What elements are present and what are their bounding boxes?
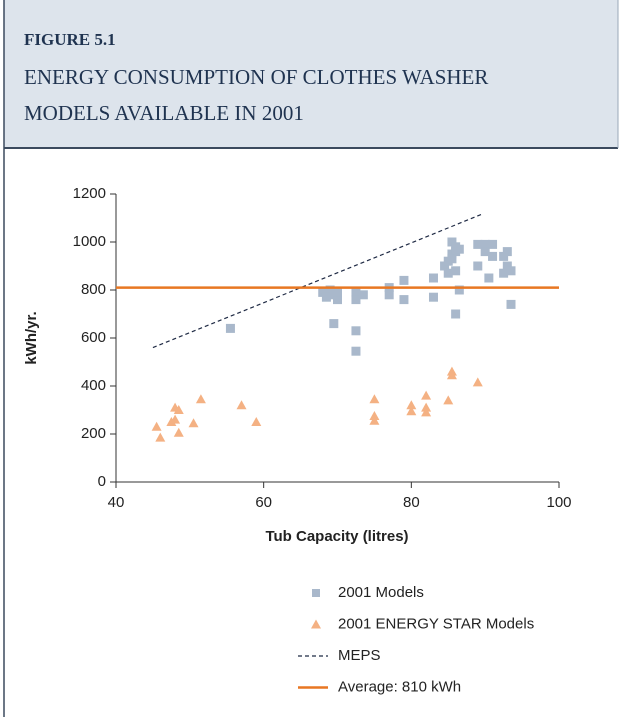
triangle-point (406, 406, 417, 416)
square-point (447, 254, 457, 264)
y-axis-label: kWh/yr. (23, 311, 40, 364)
square-point (473, 261, 483, 271)
x-tick-label: 80 (403, 494, 420, 511)
square-point (333, 295, 342, 305)
square-point (325, 285, 335, 295)
square-point (488, 239, 498, 249)
legend-marker (312, 589, 320, 597)
triangle-point (369, 394, 380, 404)
square-point (358, 290, 368, 300)
header-background (4, 0, 618, 148)
triangle-point (170, 414, 181, 424)
square-point (502, 261, 512, 271)
square-point (506, 266, 516, 276)
triangle-point (195, 394, 206, 404)
triangle-point (251, 417, 262, 426)
square-point (351, 346, 361, 356)
square-point (499, 268, 509, 278)
square-point (428, 273, 438, 283)
square-point (384, 290, 394, 300)
square-point (399, 275, 409, 285)
triangle-point (421, 407, 432, 417)
square-point (506, 299, 516, 309)
x-axis-label: Tub Capacity (litres) (265, 528, 408, 545)
square-point (488, 251, 498, 261)
square-point (329, 319, 339, 329)
y-tick-label: 1000 (73, 233, 106, 250)
square-point (484, 273, 494, 283)
square-point (440, 261, 450, 271)
y-tick-label: 600 (81, 329, 106, 346)
square-point (351, 326, 361, 336)
square-point (451, 309, 461, 319)
triangle-point (173, 405, 184, 414)
legend-label: 2001 ENERGY STAR Models (338, 615, 534, 632)
square-point (499, 251, 509, 261)
triangle-point (421, 390, 432, 400)
x-tick-label: 60 (255, 494, 272, 511)
series-line (152, 213, 482, 349)
square-point (480, 247, 490, 257)
square-point (351, 295, 361, 305)
square-point (447, 237, 457, 247)
square-point (321, 292, 331, 302)
square-point (225, 323, 235, 333)
triangle-point (406, 400, 417, 410)
triangle-point (369, 415, 380, 425)
legend-marker (311, 619, 321, 629)
triangle-point (155, 432, 166, 442)
triangle-point (421, 402, 432, 412)
figure-title: ENERGY CONSUMPTION OF CLOTHES WASHER (24, 65, 488, 89)
y-tick-label: 200 (81, 425, 106, 442)
legend-label: Average: 810 kWh (338, 678, 461, 695)
x-tick-label: 100 (546, 494, 571, 511)
square-point (399, 295, 409, 305)
square-point (454, 244, 464, 254)
square-point (480, 239, 490, 249)
legend-label: MEPS (338, 647, 381, 664)
y-tick-label: 400 (81, 377, 106, 394)
figure-title: MODELS AVAILABLE IN 2001 (24, 101, 304, 125)
y-tick-label: 800 (81, 281, 106, 298)
triangle-point (443, 395, 454, 405)
triangle-point (188, 418, 199, 428)
legend-label: 2001 Models (338, 584, 424, 601)
square-point (454, 285, 464, 295)
triangle-point (236, 400, 247, 410)
square-point (451, 266, 461, 276)
triangle-point (151, 421, 162, 431)
triangle-point (446, 370, 457, 380)
square-point (351, 287, 361, 297)
triangle-point (173, 427, 184, 437)
square-point (443, 268, 453, 278)
triangle-point (472, 377, 483, 387)
y-tick-label: 0 (98, 473, 106, 490)
square-point (428, 292, 438, 302)
square-point (333, 287, 342, 297)
figure-label: FIGURE 5.1 (24, 30, 116, 49)
x-tick-label: 40 (108, 494, 125, 511)
square-point (318, 287, 328, 297)
square-point (502, 247, 512, 257)
y-tick-label: 1200 (73, 185, 106, 202)
triangle-point (369, 411, 380, 420)
square-point (473, 239, 483, 249)
